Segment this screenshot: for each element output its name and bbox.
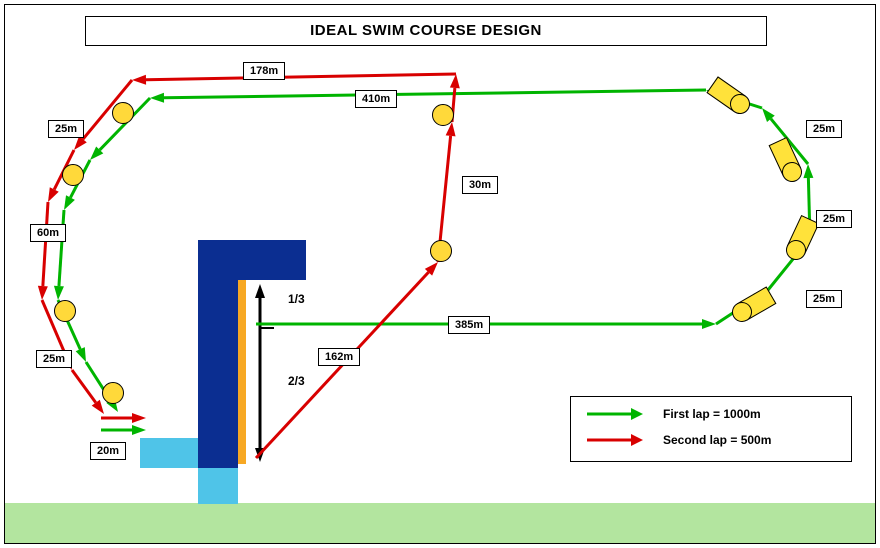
distance-label: 25m [806,290,842,308]
pier-dark-horizontal [198,240,306,280]
distance-label: 25m [806,120,842,138]
buoy-marker [432,104,454,126]
distance-label: 60m [30,224,66,242]
legend-second-lap: Second lap = 500m [585,433,771,447]
buoy-marker [62,164,84,186]
distance-label: 410m [355,90,397,108]
buoy-marker [430,240,452,262]
fraction-label: 1/3 [288,292,305,306]
legend-first-lap: First lap = 1000m [585,407,761,421]
legend-arrow-green [585,407,645,421]
buoy-marker [54,300,76,322]
fraction-label: 2/3 [288,374,305,388]
legend-arrow-red [585,433,645,447]
legend-first-lap-text: First lap = 1000m [663,407,761,421]
distance-label: 162m [318,348,360,366]
distance-label: 25m [48,120,84,138]
distance-label: 30m [462,176,498,194]
pier-orange-strip [238,280,246,464]
distance-label: 385m [448,316,490,334]
buoy-marker [112,102,134,124]
distance-label: 25m [816,210,852,228]
page-title: IDEAL SWIM COURSE DESIGN [85,16,767,46]
pier-light-bottom [198,468,238,504]
distance-label: 178m [243,62,285,80]
legend-box: First lap = 1000m Second lap = 500m [570,396,852,462]
legend-second-lap-text: Second lap = 500m [663,433,771,447]
distance-label: 25m [36,350,72,368]
distance-label: 20m [90,442,126,460]
outer-border [4,4,876,544]
buoy-marker [102,382,124,404]
pier-light-left [140,438,198,468]
ground-strip [5,503,875,543]
